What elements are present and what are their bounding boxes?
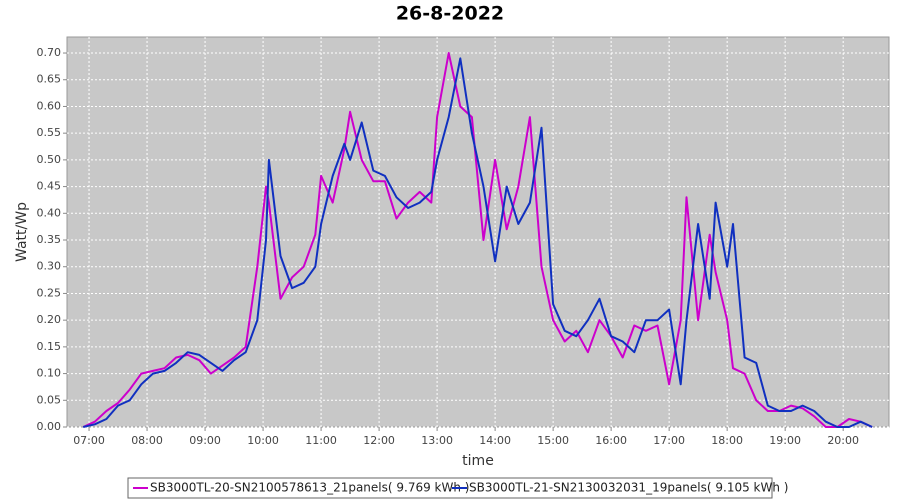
y-tick-label: 0.00 (37, 420, 62, 433)
x-tick-label: 11:00 (305, 434, 337, 447)
y-tick-label: 0.60 (37, 99, 62, 112)
y-tick-label: 0.05 (37, 393, 62, 406)
x-tick-label: 19:00 (769, 434, 801, 447)
y-tick-label: 0.65 (37, 73, 62, 86)
legend (127, 477, 773, 499)
x-tick-label: 17:00 (653, 434, 685, 447)
x-tick-label: 13:00 (421, 434, 453, 447)
x-tick-label: 20:00 (827, 434, 859, 447)
x-axis-label: time (462, 453, 494, 469)
legend-label: SB3000TL-20-SN2100578613_21panels( 9.769… (150, 481, 469, 495)
y-tick-label: 0.55 (37, 126, 62, 139)
y-tick-label: 0.45 (37, 180, 62, 193)
chart-title: 26-8-2022 (396, 3, 504, 25)
x-tick-label: 14:00 (479, 434, 511, 447)
y-tick-label: 0.20 (37, 313, 62, 326)
series-line (82, 52, 873, 428)
x-tick-label: 12:00 (363, 434, 395, 447)
x-tick-label: 08:00 (131, 434, 163, 447)
y-tick-label: 0.30 (37, 260, 62, 273)
y-tick-label: 0.50 (37, 153, 62, 166)
y-tick-label: 0.15 (37, 340, 62, 353)
x-tick-label: 09:00 (189, 434, 221, 447)
y-tick-label: 0.10 (37, 367, 62, 380)
plot-area (66, 36, 890, 428)
x-tick-label: 16:00 (595, 434, 627, 447)
y-tick-label: 0.35 (37, 233, 62, 246)
x-tick-label: 18:00 (711, 434, 743, 447)
series-line (82, 57, 873, 428)
legend-label: SB3000TL-21-SN2130032031_19panels( 9.105… (469, 481, 788, 495)
y-axis-label: Watt/Wp (14, 202, 30, 262)
x-tick-label: 15:00 (537, 434, 569, 447)
y-tick-label: 0.70 (37, 46, 62, 59)
x-tick-label: 10:00 (247, 434, 279, 447)
y-tick-label: 0.40 (37, 206, 62, 219)
x-tick-label: 07:00 (73, 434, 105, 447)
y-tick-label: 0.25 (37, 286, 62, 299)
